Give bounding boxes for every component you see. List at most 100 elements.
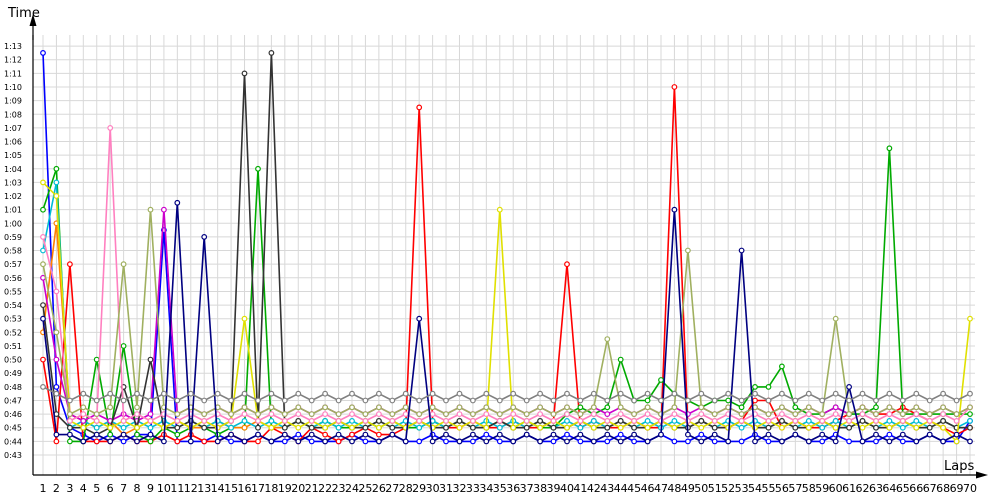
data-point — [429, 438, 436, 445]
data-point — [268, 438, 275, 445]
data-point — [40, 356, 46, 363]
data-point — [107, 404, 114, 411]
data-point — [765, 411, 772, 418]
data-point — [819, 418, 826, 424]
data-point — [443, 431, 449, 438]
y-axis-label: Time — [7, 6, 40, 21]
data-point — [322, 390, 329, 397]
data-point — [590, 390, 597, 397]
data-point — [859, 390, 866, 397]
data-point — [967, 315, 973, 322]
data-point — [349, 431, 355, 438]
data-point — [295, 431, 302, 438]
series-line — [42, 208, 971, 415]
data-point — [859, 418, 866, 424]
y-tick-label: 0:58 — [4, 247, 22, 256]
data-point — [308, 424, 315, 431]
data-point — [255, 418, 261, 424]
data-point — [322, 431, 329, 438]
data-point — [926, 431, 933, 438]
data-point — [160, 438, 167, 445]
data-point — [832, 418, 839, 424]
data-point — [805, 404, 812, 411]
axes: Time Laps — [7, 6, 988, 479]
x-tick-label: 32 — [452, 482, 466, 495]
data-point — [577, 397, 584, 404]
data-point — [470, 438, 476, 445]
data-point — [617, 438, 624, 445]
data-point — [523, 397, 530, 404]
data-point — [859, 424, 866, 431]
x-tick-label: 29 — [412, 482, 426, 495]
y-tick-label: 0:52 — [4, 328, 22, 337]
data-point — [241, 315, 248, 322]
x-tick-label: 65 — [896, 482, 910, 495]
data-point — [779, 418, 785, 424]
data-point — [134, 404, 140, 411]
data-point — [577, 411, 584, 418]
data-point — [510, 404, 517, 411]
data-point — [389, 418, 396, 424]
data-point — [940, 411, 946, 418]
data-point — [470, 411, 476, 418]
data-point — [268, 424, 275, 431]
data-point — [483, 438, 490, 445]
data-point — [510, 438, 517, 445]
data-point — [752, 390, 758, 397]
data-point — [644, 390, 651, 397]
x-tick-label: 66 — [909, 482, 923, 495]
data-point — [362, 411, 369, 418]
data-point — [66, 261, 73, 268]
data-point — [617, 424, 624, 431]
data-point — [241, 70, 248, 77]
data-point — [685, 431, 691, 438]
data-point — [120, 438, 127, 445]
data-point — [416, 104, 423, 111]
data-point — [402, 411, 409, 418]
data-point — [322, 438, 329, 445]
data-point — [590, 404, 597, 411]
data-point — [228, 438, 235, 445]
data-point — [765, 384, 772, 390]
data-point — [53, 438, 60, 445]
data-point — [805, 411, 812, 418]
data-point — [913, 424, 920, 431]
data-point — [120, 397, 127, 404]
data-point — [577, 431, 584, 438]
data-point — [926, 424, 933, 431]
x-tick-label: 47 — [654, 482, 668, 495]
data-point — [658, 431, 664, 438]
x-tick-label: 45 — [627, 482, 641, 495]
data-point — [147, 356, 154, 363]
x-tick-label: 31 — [439, 482, 453, 495]
x-tick-label: 49 — [681, 482, 695, 495]
data-point — [107, 431, 114, 438]
data-point — [147, 438, 154, 445]
data-point — [899, 438, 906, 445]
x-tick-label: 58 — [802, 482, 816, 495]
y-tick-labels: 0:43 0:44 0:45 0:46 0:47 0:48 0:49 0:50 0:51 0:52… — [4, 42, 22, 460]
data-point — [470, 424, 476, 431]
data-point — [537, 411, 543, 418]
data-point — [926, 411, 933, 418]
x-tick-label: 4 — [80, 482, 87, 495]
data-point — [376, 424, 382, 431]
data-point — [80, 424, 87, 431]
data-point — [53, 329, 60, 336]
data-point — [429, 390, 436, 397]
data-point — [80, 411, 87, 418]
data-point — [483, 390, 490, 397]
data-point — [443, 424, 449, 431]
data-point — [53, 193, 60, 199]
data-point — [376, 438, 382, 445]
data-point — [738, 418, 745, 424]
y-tick-label: 0:57 — [4, 260, 22, 269]
data-point — [604, 431, 611, 438]
data-point — [335, 438, 342, 445]
data-point — [671, 390, 678, 397]
y-tick-label: 0:55 — [4, 287, 22, 296]
y-tick-label: 0:48 — [4, 383, 22, 392]
data-point — [93, 411, 100, 418]
data-point — [819, 397, 826, 404]
x-tick-label: 50 — [694, 482, 708, 495]
